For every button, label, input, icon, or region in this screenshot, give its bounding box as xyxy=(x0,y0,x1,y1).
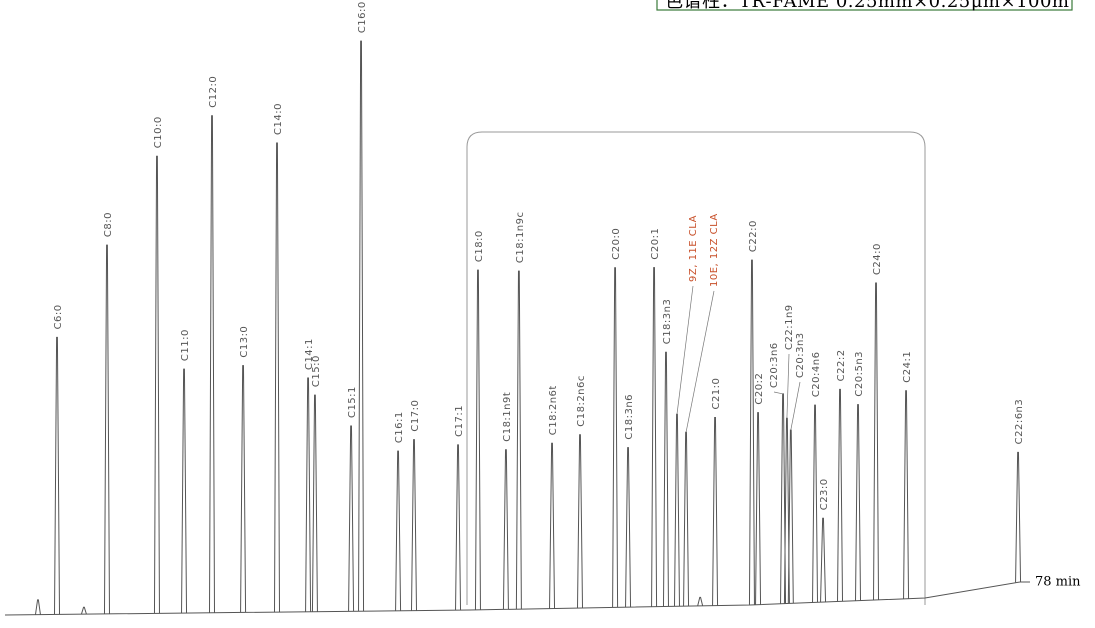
peak-label: C12:0 xyxy=(208,76,219,108)
peak xyxy=(855,404,862,601)
peak xyxy=(305,377,312,612)
chart-title: 色谱柱：TR-FAME 0.25mm×0.25μm×100m xyxy=(665,0,1070,12)
peak-label: C24:1 xyxy=(902,351,913,383)
peak xyxy=(411,439,417,611)
peak-label: 9Z, 11E CLA xyxy=(688,215,699,282)
peak-label: C22:1n9 xyxy=(784,304,795,350)
peak-label: C22:6n3 xyxy=(1014,399,1025,445)
peak xyxy=(612,267,619,608)
peak xyxy=(549,442,556,609)
peak xyxy=(662,351,669,607)
peak-label: C18:2n6c xyxy=(576,375,587,427)
peak xyxy=(153,155,160,614)
peak xyxy=(820,517,827,603)
peak-label: C24:0 xyxy=(872,243,883,275)
peak xyxy=(577,434,584,609)
peak-label: C13:0 xyxy=(239,326,250,358)
peak xyxy=(651,267,658,607)
peak xyxy=(625,447,632,608)
peak-label: C17:1 xyxy=(454,405,465,437)
peak xyxy=(755,412,762,605)
peak xyxy=(837,388,844,602)
peak-label: C17:0 xyxy=(410,400,421,432)
peak xyxy=(748,259,755,605)
peak-label: C14:0 xyxy=(273,103,284,135)
leader-line xyxy=(790,381,801,431)
peak-label: C15:1 xyxy=(347,386,358,418)
peak-label: C16:0 xyxy=(357,1,368,33)
peak xyxy=(673,413,680,607)
peak-label: C18:1n9t xyxy=(502,392,513,442)
peak xyxy=(712,417,719,606)
peak-label: C23:0 xyxy=(819,478,830,510)
leader-line xyxy=(685,290,715,433)
peak-label: C20:0 xyxy=(611,228,622,260)
peak-label: C8:0 xyxy=(103,212,114,237)
peak xyxy=(787,429,794,604)
bracket xyxy=(466,131,926,605)
peak xyxy=(80,606,87,615)
peak xyxy=(873,282,880,600)
peak-label: C21:0 xyxy=(711,378,722,410)
leader-line xyxy=(676,285,694,415)
title-box xyxy=(656,0,1073,11)
peak xyxy=(697,596,704,607)
leader-line xyxy=(786,353,790,419)
peak xyxy=(311,394,318,612)
peak-label: C15:0 xyxy=(311,355,322,387)
peak-label: C18:1n9c xyxy=(515,211,526,263)
peak-label: C22:2 xyxy=(836,349,847,381)
baseline xyxy=(4,581,1021,616)
peak xyxy=(515,270,522,610)
peak-label: C20:4n6 xyxy=(811,352,822,398)
peak-label: C6:0 xyxy=(53,304,64,329)
peak-label: C20:3n6 xyxy=(769,342,780,388)
peak-label: C20:1 xyxy=(650,228,661,260)
peak xyxy=(502,449,509,610)
peak-label: C18:3n6 xyxy=(624,394,635,440)
peak-label: C20:3n3 xyxy=(795,332,806,378)
peak xyxy=(34,599,41,615)
peak xyxy=(348,425,355,612)
peak xyxy=(54,336,61,615)
peak-label: C14:1 xyxy=(304,338,315,370)
peak xyxy=(209,115,215,613)
peak xyxy=(903,390,910,599)
peak xyxy=(455,444,462,611)
peak-label: C10:0 xyxy=(153,116,164,148)
peak-label: 10E, 12Z CLA xyxy=(709,213,720,287)
peak-label: C20:5n3 xyxy=(854,351,865,397)
peak-label: C18:2n6t xyxy=(548,385,559,435)
peak-label: C11:0 xyxy=(180,329,191,361)
peak xyxy=(358,40,365,612)
peak-label: C18:3n3 xyxy=(662,299,673,345)
leader-line xyxy=(773,391,784,395)
peak xyxy=(103,244,110,614)
peak-label: C22:0 xyxy=(748,220,759,252)
peak xyxy=(181,368,188,614)
peak xyxy=(1015,451,1022,583)
peak xyxy=(274,142,281,613)
peak-label: C18:0 xyxy=(474,230,485,262)
peak-label: C20:2 xyxy=(754,373,765,405)
peak xyxy=(683,431,690,607)
peak xyxy=(240,365,247,613)
peak-label: C16:1 xyxy=(394,411,405,443)
peak xyxy=(474,269,481,610)
peak xyxy=(395,450,402,611)
peak xyxy=(812,404,819,603)
x-tick-label: 78 min xyxy=(1035,575,1081,590)
